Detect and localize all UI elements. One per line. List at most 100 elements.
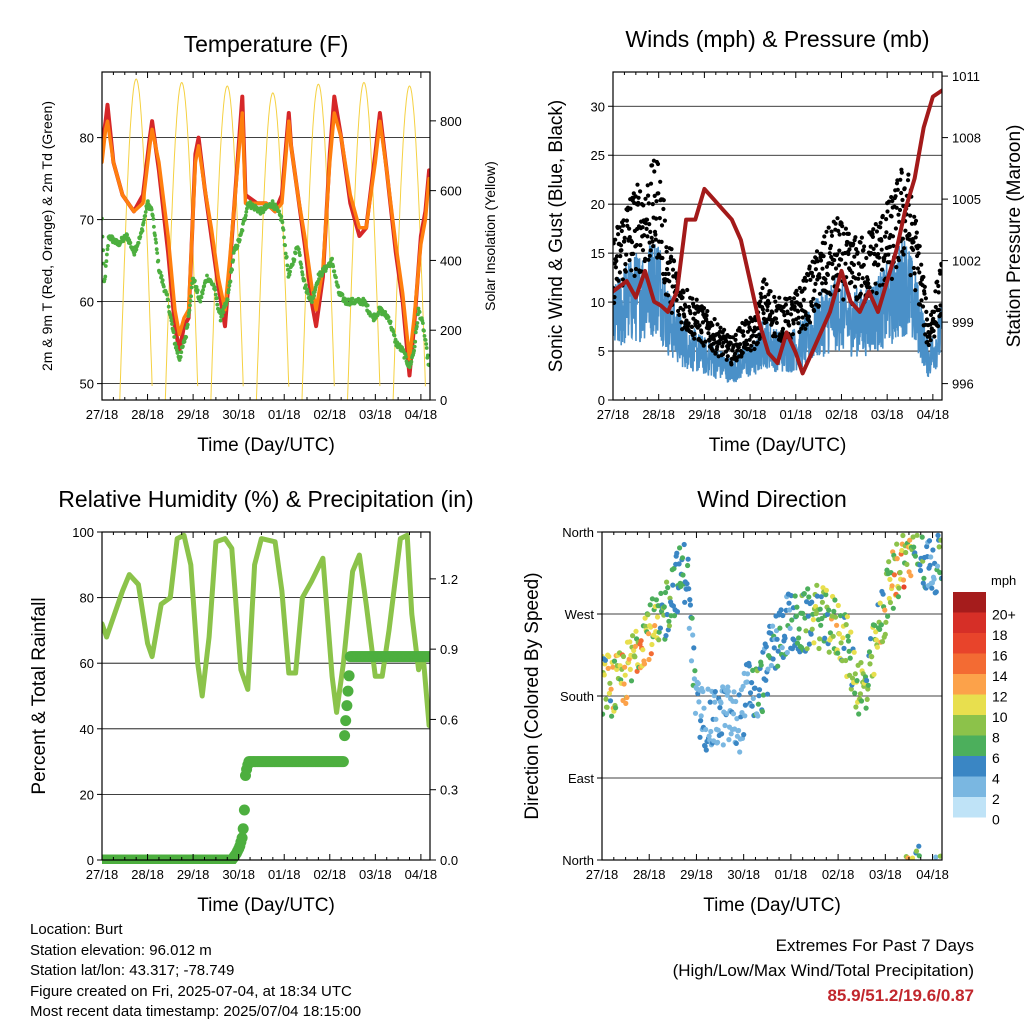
direction-dot <box>686 586 692 592</box>
direction-dot <box>656 629 662 635</box>
temp-title: Temperature (F) <box>184 31 349 57</box>
precip-dot <box>341 700 353 712</box>
gust-dot <box>889 195 894 200</box>
direction-dot <box>924 543 930 550</box>
gust-dot <box>808 277 813 282</box>
direction-dot <box>901 584 907 590</box>
direction-dot <box>630 633 636 639</box>
direction-dot <box>800 610 806 617</box>
dewpoint-dot <box>292 257 297 262</box>
direction-dot <box>874 644 881 650</box>
direction-dot <box>747 690 754 696</box>
dewpoint-dot <box>228 279 233 284</box>
gust-dot <box>878 220 883 225</box>
precip-dot <box>423 651 430 663</box>
temp-y2tick-label: 600 <box>440 184 462 199</box>
direction-dot <box>741 732 747 738</box>
gust-dot <box>858 240 863 245</box>
direction-dot <box>774 636 780 642</box>
dewpoint-dot <box>179 350 184 355</box>
gust-dot <box>636 195 641 200</box>
temp-xtick-label: 30/18 <box>222 407 255 422</box>
gust-dot <box>676 308 681 314</box>
gust-dot <box>622 235 627 240</box>
wind-ytick-label: 20 <box>591 197 605 212</box>
gust-dot <box>647 253 653 258</box>
wind-y2tick-label: 999 <box>952 315 974 330</box>
wind-ytick-label: 30 <box>591 99 605 114</box>
dir-ytick-label: North <box>562 853 594 868</box>
direction-dot <box>680 572 686 578</box>
direction-dot <box>658 590 664 597</box>
direction-dot <box>697 734 703 740</box>
colorbar-swatch <box>953 653 986 674</box>
wind-panel: 0 5 10 15 20 25 30 996 999 1002 1005 1008 1011 27/18 2… <box>546 26 1024 456</box>
dewpoint-dot <box>350 296 355 301</box>
direction-dot <box>809 599 815 605</box>
dewpoint-dot <box>407 365 412 370</box>
gust-dot <box>752 346 757 352</box>
direction-dot <box>832 597 838 603</box>
dewpoint-dot <box>365 303 370 308</box>
dewpoint-dot <box>173 341 178 346</box>
gust-dot <box>681 307 686 312</box>
gust-dot <box>655 161 661 167</box>
dewpoint-dot <box>412 348 416 353</box>
dewpoint-dot <box>160 278 165 283</box>
gust-dot <box>859 235 865 240</box>
direction-dot <box>679 555 686 561</box>
dewpoint-dot <box>184 335 189 339</box>
direction-dot <box>737 749 743 755</box>
direction-dot <box>677 545 683 551</box>
gust-dot <box>938 311 942 317</box>
dir-xtick-label: 03/18 <box>869 867 902 882</box>
wind-xlabel: Time (Day/UTC) <box>709 435 847 456</box>
direction-dot <box>912 553 919 559</box>
gust-dot <box>618 243 624 248</box>
dewpoint-dot <box>193 278 197 283</box>
dewpoint-dot <box>105 252 109 257</box>
gust-dot <box>650 202 655 207</box>
direction-dot <box>853 704 859 710</box>
dewpoint-dot <box>392 333 397 338</box>
direction-dot <box>756 693 762 699</box>
gust-dot <box>797 285 802 291</box>
gust-dot <box>803 326 808 331</box>
direction-dot <box>872 622 878 629</box>
gust-dot <box>671 259 677 264</box>
gust-dot <box>741 333 746 338</box>
gust-dot <box>644 217 650 222</box>
direction-dot <box>742 702 749 708</box>
gust-dot <box>901 246 907 251</box>
gust-dot <box>650 239 655 244</box>
direction-dot <box>779 645 785 651</box>
direction-dot <box>858 698 865 704</box>
direction-dot <box>734 716 740 722</box>
direction-dot <box>871 671 877 678</box>
direction-dot <box>880 591 886 597</box>
gust-dot <box>653 232 658 237</box>
station-elevation: Station elevation: 96.012 m <box>30 941 212 959</box>
dewpoint-dot <box>146 199 150 204</box>
direction-dot <box>816 645 822 652</box>
colorbar-swatch <box>953 612 986 633</box>
direction-dot <box>684 581 690 587</box>
dewpoint-dot <box>225 297 230 302</box>
colorbar-swatch <box>953 797 986 818</box>
direction-dot <box>701 705 707 711</box>
direction-dot <box>865 682 871 688</box>
direction-dot <box>609 713 615 719</box>
direction-dot <box>933 854 939 860</box>
direction-dot <box>848 686 854 692</box>
direction-dot <box>602 657 609 663</box>
dewpoint-dot <box>388 319 393 324</box>
gust-dot <box>826 225 831 230</box>
gust-dot <box>811 296 816 301</box>
gust-dot <box>766 292 771 297</box>
direction-dot <box>909 855 916 860</box>
dewpoint-dot <box>360 302 365 307</box>
dewpoint-dot <box>416 306 421 311</box>
gust-dot <box>711 337 717 342</box>
colorbar-label: 20+ <box>992 606 1016 622</box>
gust-dot <box>856 272 862 277</box>
